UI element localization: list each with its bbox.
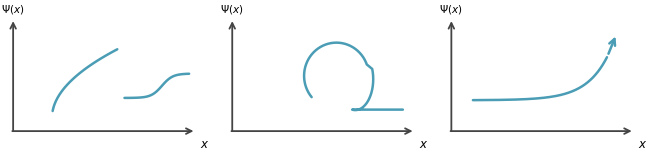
Text: $x$: $x$ [419,138,428,151]
Text: $\Psi(x)$: $\Psi(x)$ [439,3,462,16]
Text: $\Psi(x)$: $\Psi(x)$ [219,3,243,16]
Text: $x$: $x$ [638,138,648,151]
Text: $x$: $x$ [200,138,209,151]
Text: $\Psi(x)$: $\Psi(x)$ [1,3,24,16]
